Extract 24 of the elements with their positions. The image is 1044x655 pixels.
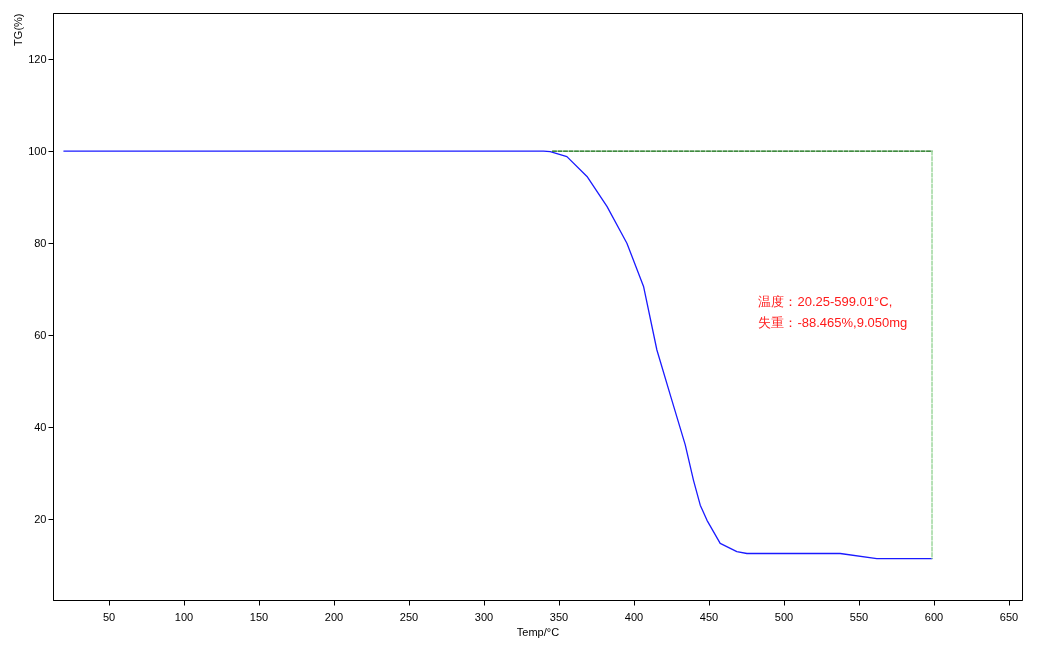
annotation: 失重：-88.465%,9.050mg bbox=[758, 314, 908, 330]
y-tick-label: 60 bbox=[34, 328, 47, 341]
x-tick-label: 300 bbox=[474, 610, 494, 623]
line-series bbox=[63, 150, 933, 560]
x-tick-label: 600 bbox=[924, 610, 944, 623]
x-tick-label: 400 bbox=[624, 610, 644, 623]
x-tick-label: 150 bbox=[249, 610, 269, 623]
y-axis-title: TG(%) bbox=[12, 13, 25, 46]
x-tick-label: 50 bbox=[102, 610, 116, 623]
y-tick-label: 120 bbox=[28, 52, 47, 65]
y-tick-label: 100 bbox=[28, 144, 47, 157]
x-tick-label: 250 bbox=[399, 610, 419, 623]
x-tick-label: 500 bbox=[774, 610, 794, 623]
y-tick-label: 40 bbox=[34, 420, 47, 433]
x-tick-label: 200 bbox=[324, 610, 344, 623]
x-tick-label: 450 bbox=[699, 610, 719, 623]
x-tick-label: 350 bbox=[549, 610, 569, 623]
x-tick-label: 100 bbox=[174, 610, 194, 623]
y-tick-label: 20 bbox=[34, 512, 47, 525]
annotation: 温度：20.25-599.01°C, bbox=[758, 293, 893, 309]
x-tick-label: 550 bbox=[849, 610, 869, 623]
x-axis-title: Temp/°C bbox=[516, 625, 560, 638]
y-tick-label: 80 bbox=[34, 236, 47, 249]
x-tick-label: 650 bbox=[999, 610, 1019, 623]
